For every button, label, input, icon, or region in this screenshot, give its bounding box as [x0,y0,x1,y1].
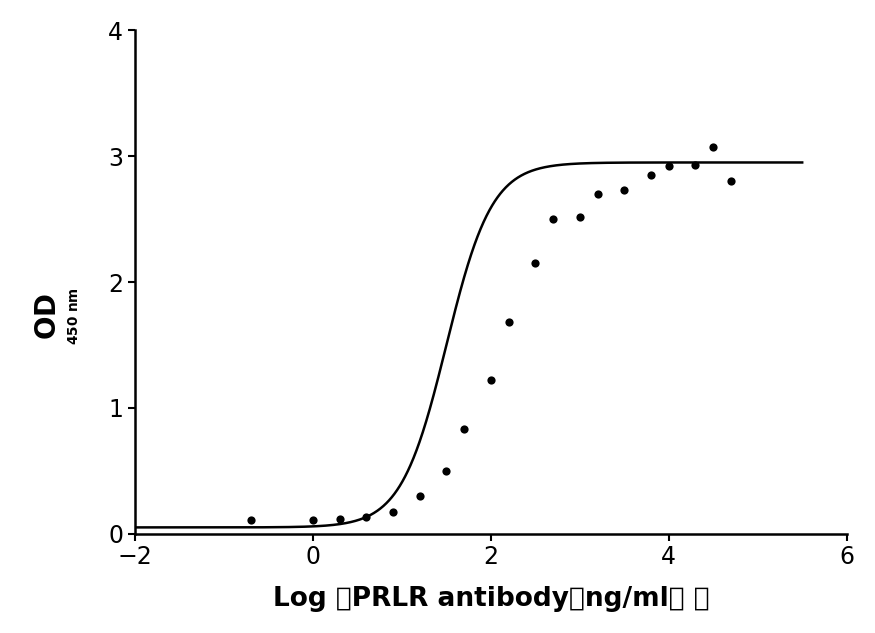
Text: $\mathbf{_{450\ nm}}$: $\mathbf{_{450\ nm}}$ [62,287,81,346]
Point [386,507,400,517]
Point [573,211,587,222]
Point [360,512,374,522]
Point [618,185,632,195]
Point [439,466,453,476]
Point [528,258,542,268]
Point [591,189,605,199]
Point [689,160,703,170]
Point [244,515,258,525]
Point [546,214,560,224]
X-axis label: Log （PRLR antibody（ng/ml） ）: Log （PRLR antibody（ng/ml） ） [273,586,710,612]
Point [706,142,720,153]
Point [458,424,472,434]
Text: $\mathbf{OD}$: $\mathbf{OD}$ [34,293,62,340]
Point [501,317,515,327]
Point [332,513,346,523]
Point [644,170,658,180]
Point [306,515,320,525]
Point [662,161,676,172]
Point [484,375,498,385]
Point [413,491,427,501]
Point [724,176,738,186]
